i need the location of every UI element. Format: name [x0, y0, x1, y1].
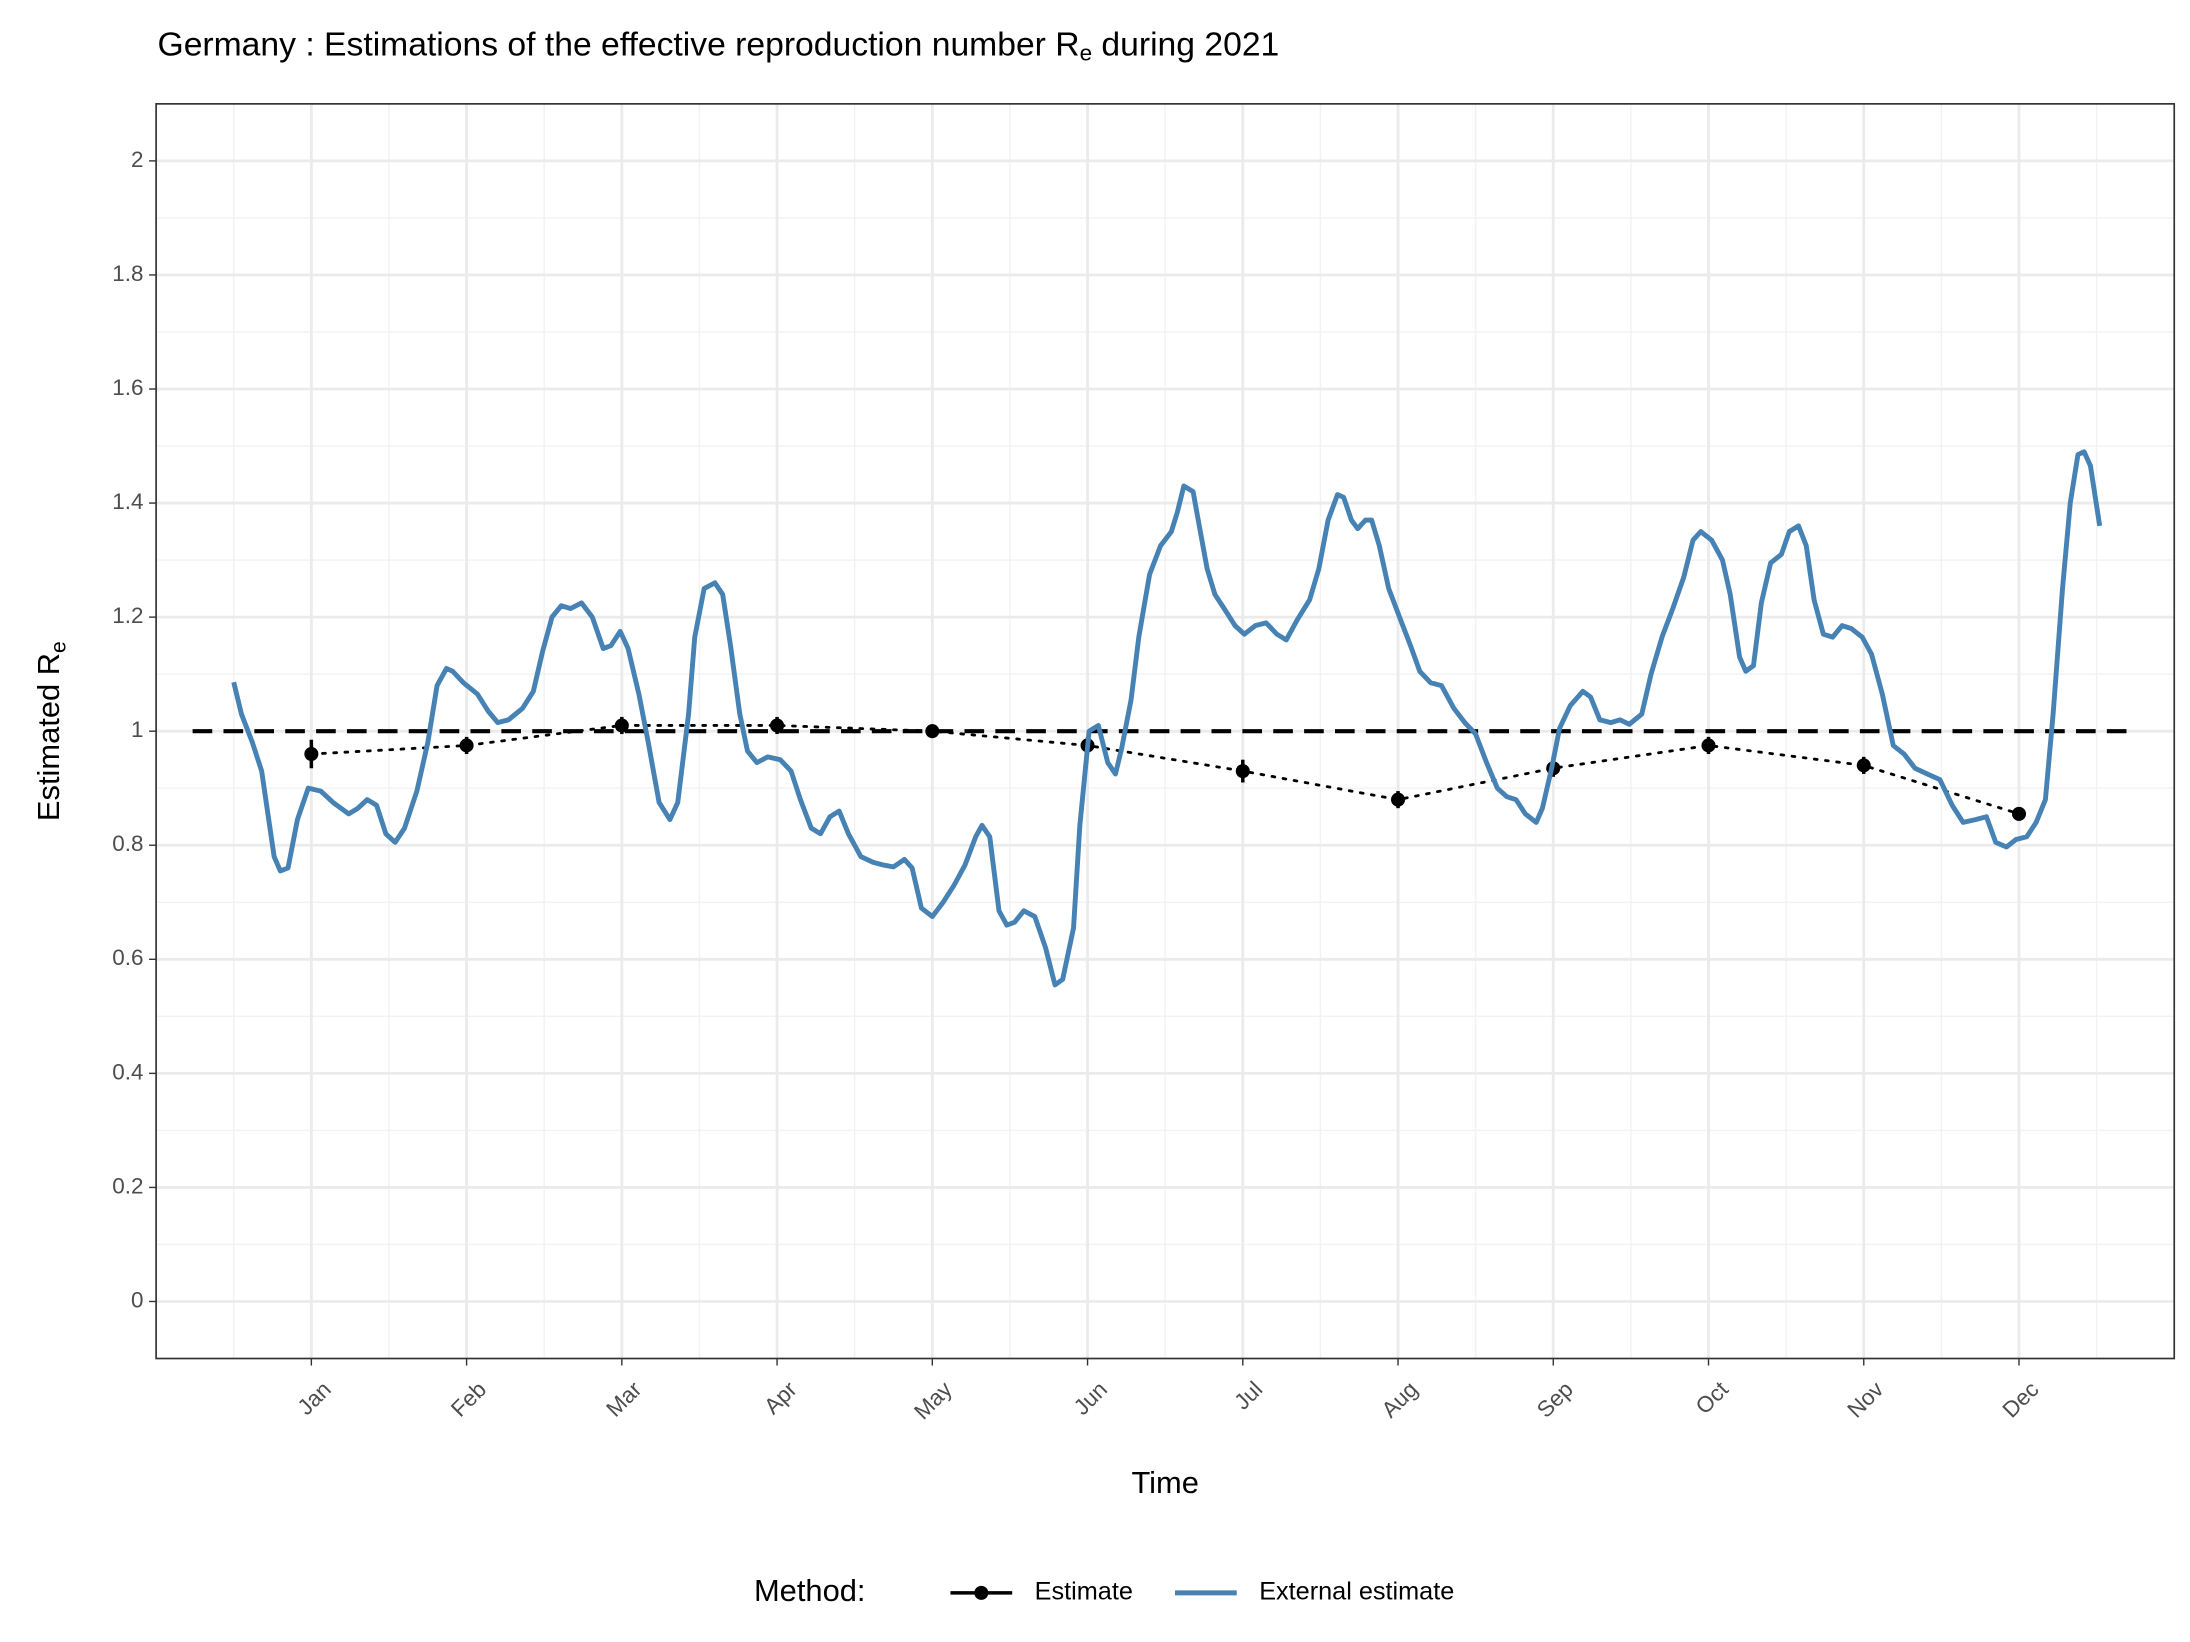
- x-tick-label: Nov: [1842, 1376, 1888, 1422]
- x-tick-label: Jul: [1229, 1377, 1267, 1415]
- title-text: during 2021: [1092, 26, 1279, 63]
- point: [1701, 738, 1716, 753]
- y-tick-label: 0: [131, 1287, 143, 1312]
- y-tick-label: 2: [131, 147, 143, 172]
- x-tick-label: Aug: [1377, 1377, 1423, 1423]
- x-axis-title: Time: [1131, 1465, 1198, 1500]
- y-tick-label: 0.8: [112, 831, 143, 856]
- x-tick-label: Oct: [1691, 1376, 1734, 1419]
- title-subscript: e: [1080, 41, 1092, 66]
- point: [770, 718, 785, 733]
- legend-label: Estimate: [1035, 1578, 1133, 1606]
- y-tick-label: 0.2: [112, 1173, 143, 1198]
- x-tick-label: Apr: [759, 1376, 802, 1419]
- x-tick-label: Jan: [293, 1377, 336, 1420]
- point: [304, 746, 319, 762]
- point: [459, 738, 474, 753]
- plot-border: [155, 103, 2176, 1360]
- series-line: [231, 449, 2103, 988]
- legend-label: External estimate: [1259, 1578, 1454, 1606]
- y-tick-label: 1.6: [112, 375, 143, 400]
- point: [1391, 792, 1406, 807]
- x-tick-label: Mar: [601, 1376, 646, 1421]
- y-tick-label: 1: [131, 717, 143, 742]
- point: [614, 718, 629, 733]
- y-tick-label: 0.4: [112, 1059, 143, 1084]
- y-title-subscript: e: [47, 641, 70, 653]
- chart-title: Germany : Estimations of the effective r…: [158, 26, 1280, 65]
- point: [1235, 764, 1250, 779]
- y-axis-title: Estimated Re: [31, 641, 70, 821]
- y-tick-label: 1.8: [112, 261, 143, 286]
- x-tick-label: Dec: [1998, 1377, 2044, 1423]
- x-tick-label: Jun: [1069, 1377, 1112, 1420]
- y-title-text: Estimated R: [31, 653, 66, 821]
- point: [1856, 758, 1871, 773]
- series-line: [309, 724, 2021, 816]
- point: [2011, 806, 2027, 821]
- point: [925, 724, 940, 739]
- y-tick-label: 1.2: [112, 603, 143, 628]
- x-tick-label: May: [909, 1376, 957, 1424]
- x-tick-label: Sep: [1532, 1377, 1578, 1423]
- title-text: Germany : Estimations of the effective r…: [158, 26, 1080, 63]
- y-tick-label: 1.4: [112, 489, 143, 514]
- legend-title: Method:: [754, 1573, 866, 1608]
- x-tick-label: Feb: [446, 1377, 491, 1422]
- legend-key-point: [974, 1585, 989, 1600]
- y-tick-label: 0.6: [112, 945, 143, 970]
